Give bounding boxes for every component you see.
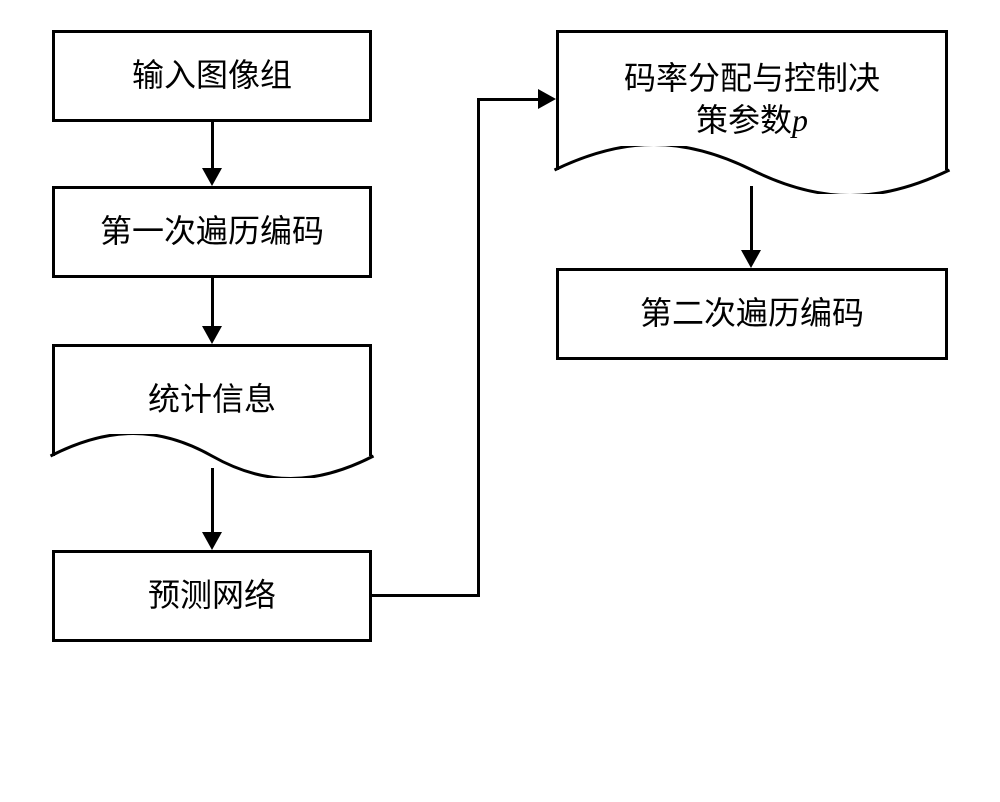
node-label: 统计信息 xyxy=(140,375,284,425)
edge-2-3-head xyxy=(202,326,222,344)
node-label: 输入图像组 xyxy=(124,51,300,101)
edge-4-5-head xyxy=(538,89,556,109)
edge-5-6-head xyxy=(741,250,761,268)
edge-4-5-h1 xyxy=(372,594,480,597)
edge-3-4-line xyxy=(211,468,214,532)
edge-2-3-line xyxy=(211,278,214,326)
node-second-pass-encoding: 第二次遍历编码 xyxy=(556,268,948,360)
node-statistics-info: 统计信息 xyxy=(52,344,372,456)
edge-1-2-head xyxy=(202,168,222,186)
node-input-image-group: 输入图像组 xyxy=(52,30,372,122)
node-label: 码率分配与控制决策参数p xyxy=(616,54,888,145)
edge-4-5-h2 xyxy=(477,98,539,101)
node-prediction-network: 预测网络 xyxy=(52,550,372,642)
node-label: 第一次遍历编码 xyxy=(92,207,332,257)
node-label: 预测网络 xyxy=(140,571,284,621)
edge-5-6-line xyxy=(750,186,753,250)
node-first-pass-encoding: 第一次遍历编码 xyxy=(52,186,372,278)
node-label: 第二次遍历编码 xyxy=(632,289,872,339)
edge-3-4-head xyxy=(202,532,222,550)
edge-1-2-line xyxy=(211,122,214,168)
edge-4-5-v xyxy=(477,98,480,597)
node-rate-control-params: 码率分配与控制决策参数p xyxy=(556,30,948,170)
